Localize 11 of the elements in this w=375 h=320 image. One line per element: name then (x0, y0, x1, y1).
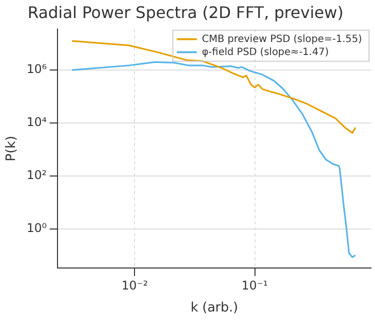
x-axis-title: k (arb.) (190, 300, 238, 316)
y-tick-label: 10⁴ (26, 115, 47, 130)
y-axis-title: P(k) (4, 136, 20, 162)
y-tick-label: 10⁰ (26, 220, 47, 235)
y-tick-label: 10² (26, 168, 47, 182)
y-tick-label: 10⁶ (26, 62, 47, 76)
x-tick-label: 10⁻¹ (242, 278, 268, 292)
legend-label: CMB preview PSD (slope=-1.55) (202, 34, 362, 45)
chart-title: Radial Power Spectra (2D FFT, preview) (28, 2, 344, 22)
legend-label: φ-field PSD (slope≈-1.47) (202, 46, 329, 58)
x-tick-label: 10⁻² (122, 278, 148, 292)
